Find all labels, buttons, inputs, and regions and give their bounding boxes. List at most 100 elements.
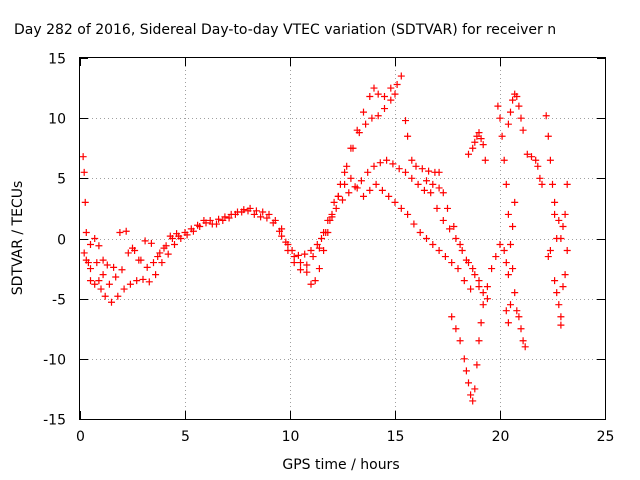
data-point (393, 80, 401, 88)
data-point (414, 180, 422, 188)
data-point (471, 138, 479, 146)
data-point (357, 177, 365, 185)
data-point (80, 168, 88, 176)
data-point (150, 259, 157, 267)
data-point (479, 141, 487, 149)
data-point (303, 268, 311, 276)
grid-lines (80, 58, 605, 419)
data-point (97, 285, 105, 293)
data-point (187, 225, 195, 233)
x-axis-label: GPS time / hours (282, 457, 399, 473)
data-point (91, 235, 99, 242)
data-point (139, 275, 147, 283)
tick-labels: 0 5 10 15 20 25 -15 -10 -5 0 5 10 15 (43, 52, 614, 446)
data-point (219, 216, 227, 224)
data-points (79, 72, 571, 405)
data-point (477, 319, 485, 327)
data-point (469, 144, 477, 152)
y-tick-label: -15 (43, 413, 66, 429)
data-point (404, 132, 412, 140)
data-point (282, 238, 290, 246)
data-point (467, 391, 475, 399)
data-point (496, 114, 504, 122)
y-tick-label: -5 (52, 293, 66, 309)
data-point (297, 259, 304, 267)
data-point (330, 198, 338, 206)
data-point (515, 102, 523, 110)
data-point (126, 280, 134, 288)
data-point (444, 204, 451, 212)
data-point (244, 207, 252, 215)
data-point (435, 247, 443, 255)
data-point (278, 232, 286, 240)
data-series (80, 156, 483, 291)
data-point (122, 227, 130, 235)
data-point (334, 192, 342, 200)
data-point (517, 325, 525, 333)
data-point (429, 241, 437, 249)
data-point (423, 177, 430, 185)
data-point (549, 180, 556, 188)
data-point (462, 256, 470, 264)
data-point (147, 239, 155, 247)
data-point (313, 241, 321, 249)
data-point (441, 253, 449, 261)
data-point (502, 259, 510, 267)
data-point (294, 251, 302, 259)
data-point (423, 235, 430, 242)
data-point (391, 90, 399, 98)
data-point (446, 225, 454, 233)
data-point (433, 204, 441, 212)
data-point (553, 289, 561, 297)
data-point (353, 184, 361, 192)
data-point (410, 220, 418, 228)
data-point (87, 277, 94, 285)
data-point (523, 150, 531, 158)
data-point (408, 156, 416, 164)
data-point (483, 295, 491, 303)
data-point (504, 210, 512, 218)
data-point (429, 180, 437, 188)
data-point (206, 216, 214, 224)
data-point (383, 156, 391, 164)
data-series (82, 174, 475, 293)
data-point (99, 271, 107, 279)
data-point (114, 292, 122, 300)
data-point (95, 277, 103, 285)
data-point (494, 102, 502, 110)
data-point (519, 337, 527, 345)
data-point (402, 117, 409, 125)
data-point (544, 132, 552, 140)
data-point (360, 108, 367, 116)
data-point (561, 210, 569, 218)
data-point (534, 162, 542, 170)
data-point (173, 230, 181, 238)
chart-title: Day 282 of 2016, Sidereal Day-to-day VTE… (14, 22, 556, 38)
data-point (452, 325, 460, 333)
data-point (158, 259, 166, 267)
data-point (112, 273, 120, 281)
data-point (309, 253, 317, 261)
data-point (171, 241, 178, 249)
data-point (538, 180, 546, 188)
data-point (471, 271, 479, 279)
data-point (469, 265, 477, 273)
data-point (395, 165, 403, 173)
data-point (387, 96, 395, 104)
data-point (82, 256, 90, 264)
data-point (546, 156, 554, 164)
data-point (475, 129, 483, 137)
data-point (360, 192, 367, 200)
data-point (80, 249, 88, 257)
data-point (448, 313, 456, 321)
data-point (408, 174, 416, 182)
data-point (87, 265, 94, 273)
data-point (366, 93, 374, 101)
data-point (555, 216, 563, 224)
data-point (460, 277, 468, 285)
data-series (523, 112, 571, 329)
data-point (456, 241, 464, 249)
data-point (502, 180, 510, 188)
data-point (511, 198, 519, 206)
data-point (536, 174, 544, 182)
